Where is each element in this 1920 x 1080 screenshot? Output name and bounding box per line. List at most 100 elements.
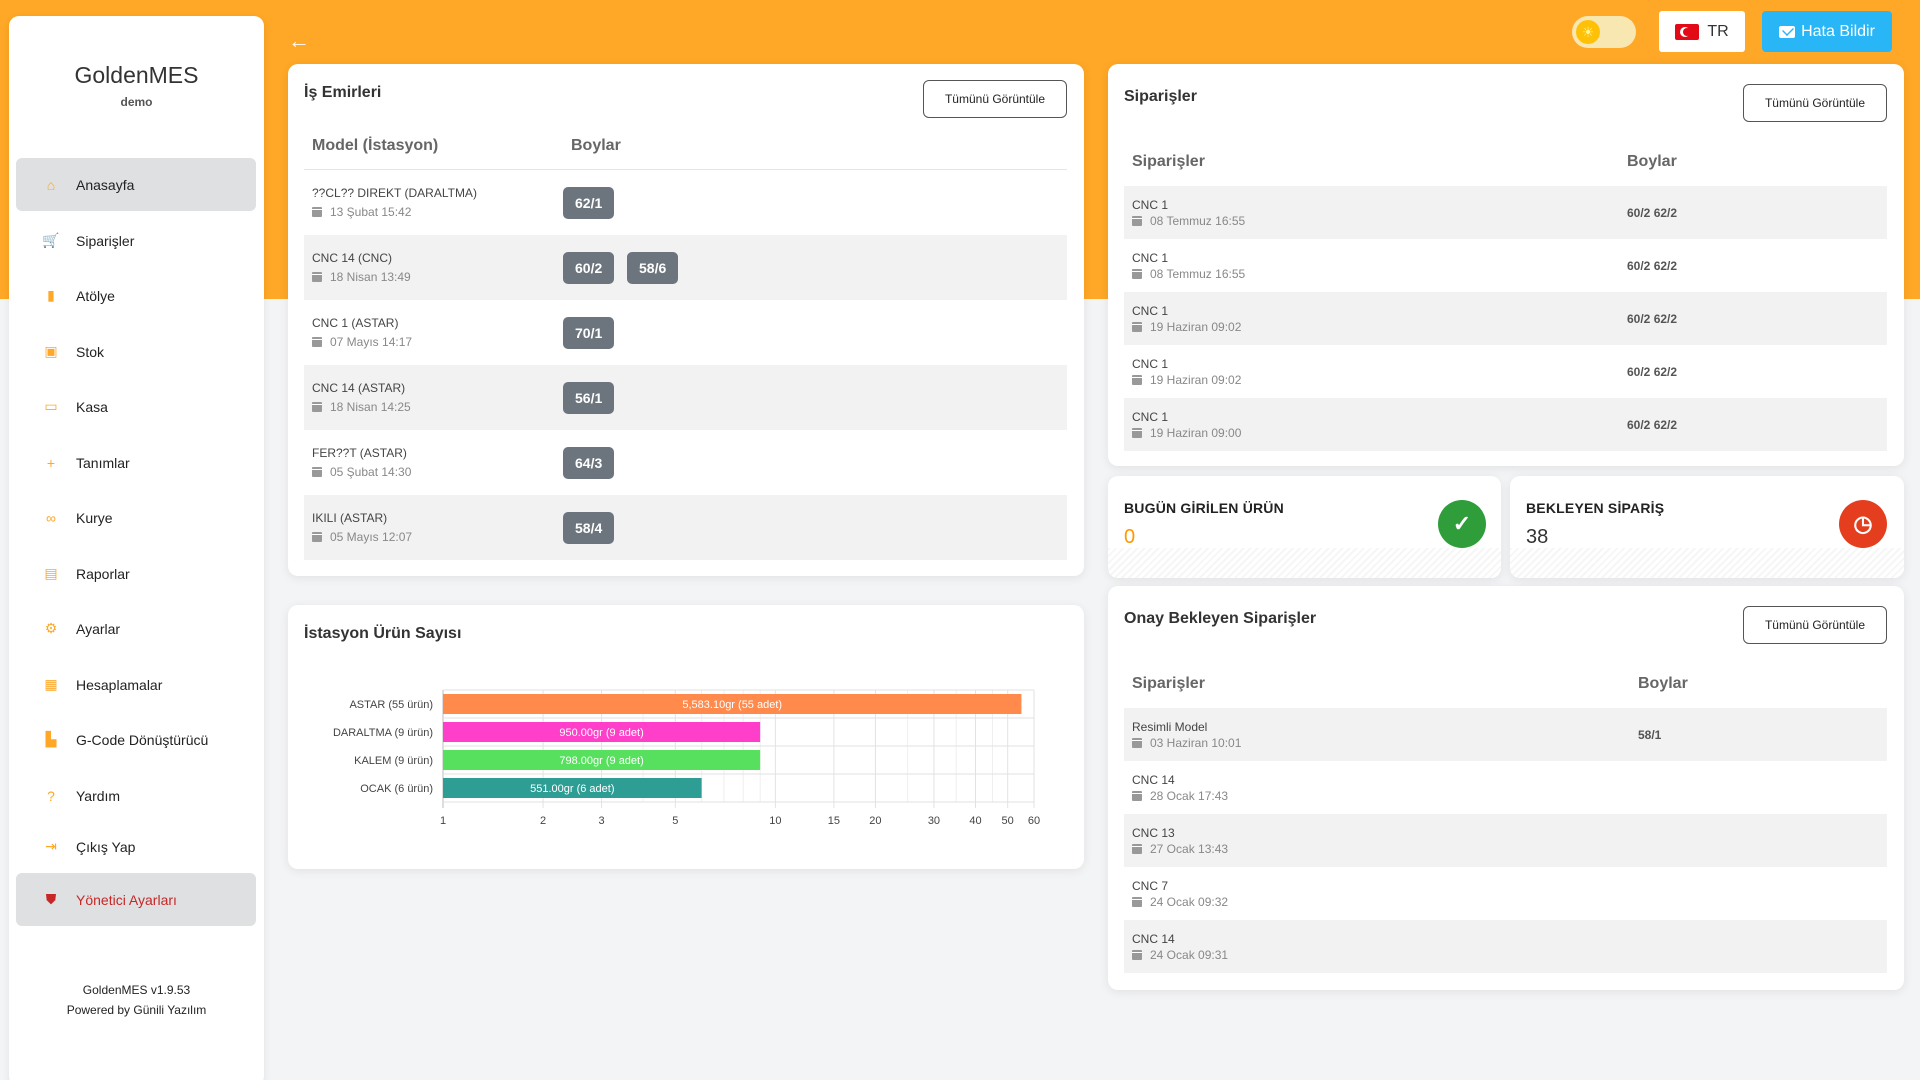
row-title: CNC 1 [1132, 410, 1169, 424]
bar-data-label: 798.00gr (9 adet) [559, 755, 643, 767]
brand: GoldenMES demo [9, 62, 264, 109]
x-tick-label: 40 [969, 815, 981, 827]
table-row[interactable]: CNC 1 19 Haziran 09:00 60/2 62/2 [1124, 398, 1887, 451]
bar-data-label: 950.00gr (9 adet) [559, 727, 643, 739]
sidebar-item-label: Raporlar [76, 565, 130, 582]
row-date: 19 Haziran 09:00 [1132, 426, 1241, 440]
size-badge[interactable]: 56/1 [563, 381, 615, 414]
work-orders-view-all-button[interactable]: Tümünü Görüntüle [923, 80, 1067, 118]
sidebar-item-2[interactable]: 🛒 Siparişler [16, 214, 256, 267]
row-date: 27 Ocak 13:43 [1132, 842, 1228, 856]
home-icon: ⌂ [46, 176, 56, 193]
table-row[interactable]: CNC 14 (CNC) 18 Nisan 13:49 60/2 58/6 [304, 235, 1067, 300]
row-title: CNC 1 [1132, 198, 1169, 212]
x-tick-label: 5 [672, 815, 678, 827]
sidebar-item-label: Yardım [76, 787, 121, 804]
sidebar-item-10[interactable]: ▦ Hesaplamalar [16, 658, 256, 711]
sidebar-item-4[interactable]: ▣ Stok [16, 325, 256, 378]
category-label: DARALTMA (9 ürün) [333, 727, 433, 739]
table-row[interactable]: CNC 1 19 Haziran 09:02 60/2 62/2 [1124, 292, 1887, 345]
table-row[interactable]: CNC 14 24 Ocak 09:31 [1124, 920, 1887, 973]
pending-approval-card: Onay Bekleyen Siparişler Tümünü Görüntül… [1108, 586, 1904, 990]
sidebar-item-label: Kurye [76, 509, 113, 526]
orders-title: Siparişler [1124, 88, 1197, 105]
envelope-icon [1779, 25, 1796, 38]
size-badge[interactable]: 60/2 [563, 251, 615, 284]
row-date: 05 Şubat 14:30 [312, 465, 411, 479]
row-date: 19 Haziran 09:02 [1132, 373, 1241, 387]
size-badge[interactable]: 64/3 [563, 446, 615, 479]
sidebar-item-3[interactable]: ▮ Atölye [16, 269, 256, 322]
table-row[interactable]: IKILI (ASTAR) 05 Mayıs 12:07 58/4 [304, 495, 1067, 560]
table-row[interactable]: CNC 1 08 Temmuz 16:55 60/2 62/2 [1124, 186, 1887, 239]
sidebar-item-6[interactable]: + Tanımlar [16, 436, 256, 489]
sidebar-item-12[interactable]: ? Yardım [16, 769, 256, 822]
row-sizes: 60/2 62/2 [1627, 417, 1678, 432]
table-row[interactable]: CNC 14 28 Ocak 17:43 [1124, 761, 1887, 814]
size-badge[interactable]: 62/1 [563, 186, 615, 219]
calendar-icon [1132, 375, 1142, 385]
size-badge[interactable]: 58/4 [563, 511, 615, 544]
calendar-icon [1132, 322, 1142, 332]
card-pattern [1510, 548, 1904, 578]
table-row[interactable]: CNC 14 (ASTAR) 18 Nisan 14:25 56/1 [304, 365, 1067, 430]
calendar-icon [1132, 897, 1142, 907]
sidebar-item-label: Çıkış Yap [76, 838, 136, 855]
row-date-text: 28 Ocak 17:43 [1150, 789, 1229, 803]
sidebar-item-8[interactable]: ▤ Raporlar [16, 547, 256, 600]
sidebar-item-1[interactable]: ⌂ Anasayfa [16, 158, 256, 211]
column-header-sizes: Boylar [571, 137, 621, 154]
sidebar-item-14[interactable]: ⛊ Yönetici Ayarları [16, 873, 256, 926]
chart-card-title: İstasyon Ürün Sayısı [304, 625, 462, 642]
calendar-icon [1132, 791, 1142, 801]
row-date-text: 08 Temmuz 16:55 [1150, 214, 1246, 228]
turkey-flag-icon [1675, 23, 1700, 40]
table-row[interactable]: CNC 1 19 Haziran 09:02 60/2 62/2 [1124, 345, 1887, 398]
today-products-value: 0 [1124, 526, 1136, 548]
row-date-text: 24 Ocak 09:32 [1150, 895, 1229, 909]
x-tick-label: 2 [540, 815, 546, 827]
language-label: TR [1707, 22, 1729, 40]
sidebar-item-label: Atölye [76, 287, 115, 304]
orders-view-all-button[interactable]: Tümünü Görüntüle [1743, 84, 1887, 122]
size-badge[interactable]: 58/6 [627, 251, 679, 284]
bar-data-label: 5,583.10gr (55 adet) [682, 699, 782, 711]
today-products-card: BUGÜN GİRİLEN ÜRÜN 0 ✓ [1108, 476, 1501, 578]
sidebar-item-label: Stok [76, 343, 105, 360]
column-header-orders: Siparişler [1132, 675, 1205, 692]
table-row[interactable]: CNC 13 27 Ocak 13:43 [1124, 814, 1887, 867]
pending-orders-value: 38 [1526, 526, 1549, 548]
table-row[interactable]: CNC 1 (ASTAR) 07 Mayıs 14:17 70/1 [304, 300, 1067, 365]
sidebar-item-5[interactable]: ▭ Kasa [16, 380, 256, 433]
x-tick-label: 20 [869, 815, 881, 827]
table-row[interactable]: CNC 7 24 Ocak 09:32 [1124, 867, 1887, 920]
row-date-text: 18 Nisan 13:49 [330, 270, 411, 284]
table-row[interactable]: FER??T (ASTAR) 05 Şubat 14:30 64/3 [304, 430, 1067, 495]
back-arrow-icon[interactable]: ← [288, 28, 310, 53]
sidebar-item-label: Hesaplamalar [76, 676, 163, 693]
row-date-text: 07 Mayıs 14:17 [330, 335, 413, 349]
logout-icon: ⇥ [45, 838, 57, 854]
table-row[interactable]: CNC 1 08 Temmuz 16:55 60/2 62/2 [1124, 239, 1887, 292]
sidebar-item-11[interactable]: ▙ G-Code Dönüştürücü [16, 713, 256, 766]
language-selector[interactable]: TR [1659, 11, 1745, 52]
table-row[interactable]: Resimli Model 03 Haziran 10:01 58/1 [1124, 708, 1887, 761]
checkmark-icon: ✓ [1438, 500, 1486, 548]
sidebar-item-7[interactable]: ∞ Kurye [16, 491, 256, 544]
theme-toggle[interactable]: ☀ [1572, 16, 1636, 48]
size-badge[interactable]: 70/1 [563, 316, 615, 349]
x-tick-label: 3 [599, 815, 605, 827]
version-info: GoldenMES v1.9.53 Powered by Günili Yazı… [9, 980, 264, 1020]
row-sizes: 60/2 62/2 [1627, 258, 1678, 273]
calendar-icon [1132, 216, 1142, 226]
pending-approval-view-all-button[interactable]: Tümünü Görüntüle [1743, 606, 1887, 644]
sidebar-item-13[interactable]: ⇥ Çıkış Yap [16, 820, 256, 873]
report-bug-button[interactable]: Hata Bildir [1762, 11, 1892, 52]
sidebar-item-label: G-Code Dönüştürücü [76, 731, 209, 748]
table-row[interactable]: ??CL?? DIREKT (DARALTMA) 13 Şubat 15:42 62… [304, 170, 1067, 235]
today-products-label: BUGÜN GİRİLEN ÜRÜN [1124, 500, 1284, 516]
sidebar-item-9[interactable]: ⚙ Ayarlar [16, 602, 256, 655]
row-title: FER??T (ASTAR) [312, 446, 407, 460]
category-label: ASTAR (55 ürün) [349, 699, 433, 711]
row-date-text: 05 Mayıs 12:07 [330, 530, 413, 544]
